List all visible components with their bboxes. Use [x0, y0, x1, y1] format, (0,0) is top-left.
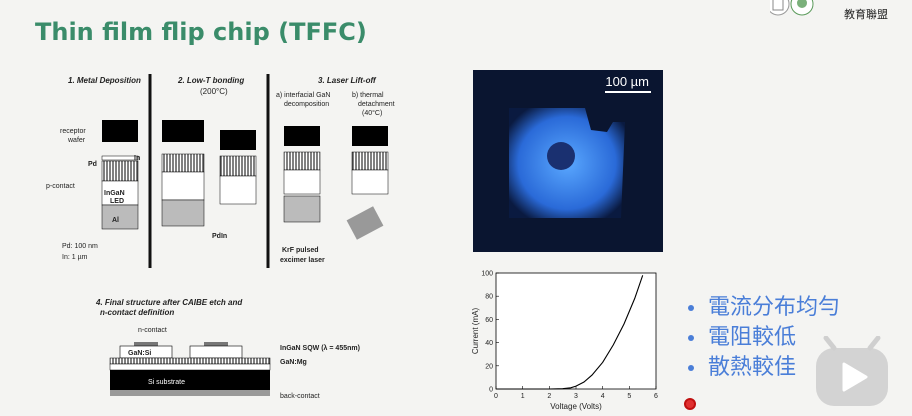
sisub-label: Si substrate — [148, 379, 185, 386]
y-tick-label: 20 — [485, 363, 493, 370]
step2-sub: (200°C) — [200, 87, 228, 96]
bullet-dot-icon — [688, 305, 694, 311]
slide-title: Thin film flip chip (TFFC) — [35, 18, 367, 46]
x-tick-label: 3 — [574, 393, 578, 400]
pointer-dot — [684, 398, 696, 410]
x-tick-label: 0 — [494, 393, 498, 400]
x-axis-label: Voltage (Volts) — [550, 402, 602, 411]
scale-bar-label: 100 µm — [605, 74, 649, 89]
x-tick-label: 4 — [601, 393, 605, 400]
university-logo-icon — [770, 0, 814, 16]
x-tick-label: 6 — [654, 393, 658, 400]
step3b2-label: detachment — [358, 101, 395, 108]
gansi-label: GaN:Si — [128, 350, 151, 357]
ingan-label: InGaN SQW (λ = 455nm) — [280, 344, 360, 352]
step3b3-label: (40°C) — [362, 109, 382, 117]
y-tick-label: 0 — [489, 387, 493, 394]
ncontact-label: n-contact — [138, 327, 167, 334]
header-logos: 教育聯盟 — [770, 0, 912, 22]
y-tick-label: 80 — [485, 294, 493, 301]
led2-label: LED — [110, 198, 124, 205]
receptor-label: receptor — [60, 128, 86, 135]
in-thickness: In: 1 µm — [62, 254, 88, 261]
feature-bullets: 電流分布均勻 電阻較低 散熱較佳 — [688, 293, 840, 383]
al2o3-label: Al — [112, 217, 119, 224]
backcontact-label: back-contact — [280, 393, 320, 400]
krf-label: KrF pulsed — [282, 247, 319, 254]
play-button[interactable] — [812, 335, 892, 410]
step4-label: 4. Final structure after CAIBE etch and — [95, 298, 243, 307]
iv-curve-line — [496, 275, 644, 390]
y-tick-label: 60 — [485, 317, 493, 324]
step1-label: 1. Metal Deposition — [68, 76, 141, 85]
step3a-label: a) interfacial GaN — [276, 92, 330, 99]
y-tick-label: 40 — [485, 340, 493, 347]
led-micrograph: 100 µm — [473, 70, 663, 252]
x-tick-label: 1 — [521, 393, 525, 400]
x-tick-label: 2 — [547, 393, 551, 400]
bullet-text: 散熱較佳 — [708, 355, 797, 380]
bullet-text: 電流分布均勻 — [708, 295, 841, 320]
pdin-label: PdIn — [212, 233, 227, 240]
step3a2-label: decomposition — [284, 101, 329, 108]
play-icon — [816, 335, 888, 406]
step3b-label: b) thermal — [352, 92, 384, 99]
pd-thickness: Pd: 100 nm — [62, 243, 98, 250]
bullet-item: 電阻較低 — [688, 323, 840, 353]
bullet-dot-icon — [688, 365, 694, 371]
step2-label: 2. Low-T bonding — [177, 76, 244, 85]
pcontact-label: p-contact — [46, 183, 75, 190]
led-label: InGaN — [104, 190, 125, 197]
header-logo-text: 教育聯盟 — [844, 8, 888, 21]
pd-label: Pd — [88, 161, 97, 168]
chart-plot-area — [495, 272, 657, 390]
wafer-label: wafer — [67, 137, 86, 144]
bullet-item: 散熱較佳 — [688, 353, 840, 383]
excimer-label: excimer laser — [280, 257, 325, 264]
step4b-label: n-contact definition — [100, 308, 174, 317]
bullet-item: 電流分布均勻 — [688, 293, 840, 323]
bullet-text: 電阻較低 — [708, 325, 797, 350]
step3-label: 3. Laser Lift-off — [318, 76, 377, 85]
y-axis-label: Current (mA) — [471, 308, 480, 355]
y-tick-label: 100 — [481, 271, 493, 278]
ganmg-label: GaN:Mg — [280, 359, 307, 366]
bullet-dot-icon — [688, 335, 694, 341]
in-label: In — [134, 155, 140, 162]
x-tick-label: 5 — [627, 393, 631, 400]
tffc-process-figure: 1. Metal Deposition 2. Low-T bonding (20… — [46, 74, 395, 400]
